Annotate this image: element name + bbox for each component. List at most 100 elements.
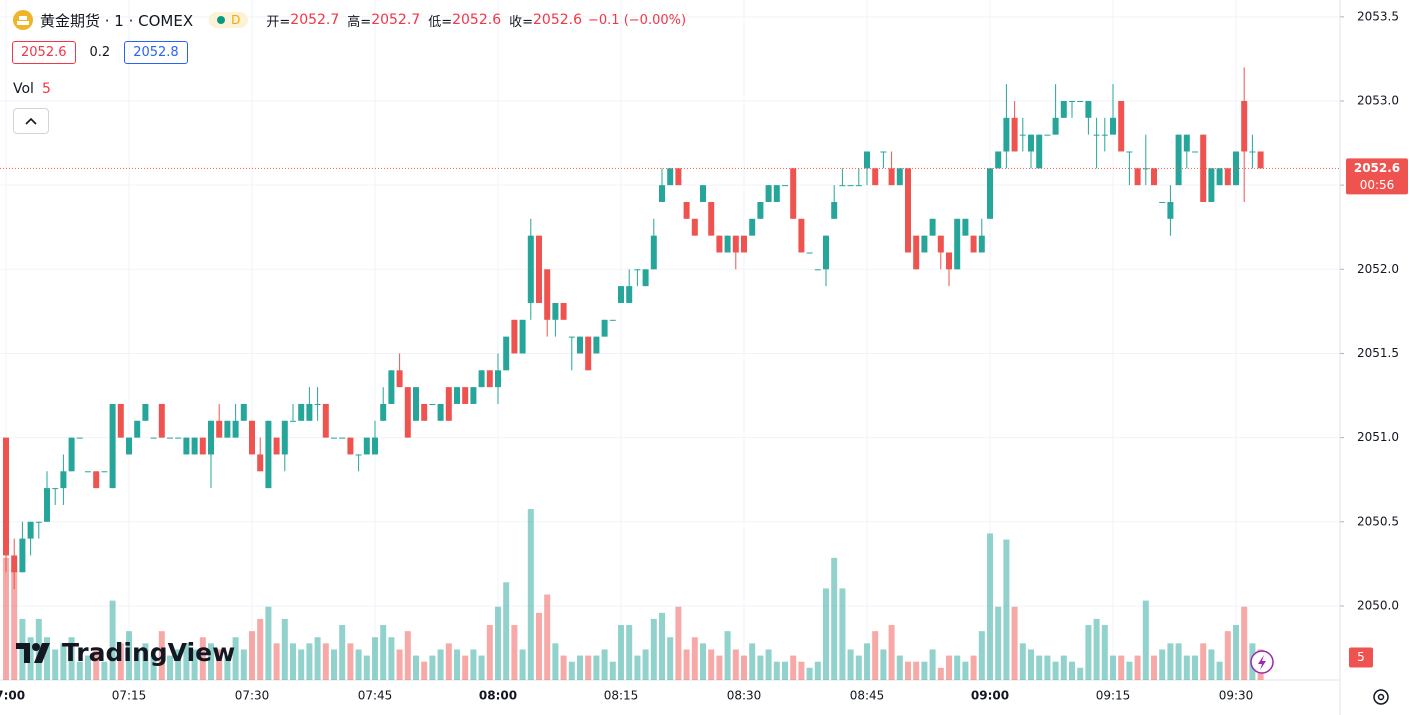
candle-body (388, 370, 395, 404)
candle-body (486, 370, 493, 388)
price-scale-bg (1340, 0, 1410, 715)
candle-body (35, 521, 42, 523)
candle-body (1126, 151, 1133, 153)
volume-bar (109, 600, 116, 680)
candle-body (503, 336, 510, 371)
y-tick-label: 2051.5 (1357, 346, 1399, 360)
candle-body (1167, 201, 1174, 219)
candle-body (150, 437, 157, 439)
volume-bar (331, 649, 337, 680)
y-tick-label: 2050.5 (1357, 514, 1399, 528)
candle-body (757, 201, 764, 219)
candle-body (191, 437, 198, 455)
candle-body (158, 403, 165, 438)
candle-body (478, 370, 485, 388)
collapse-button[interactable] (13, 108, 49, 134)
volume-bar (1110, 655, 1116, 680)
volume-bar (577, 655, 583, 680)
candle-body (1134, 168, 1141, 186)
volume-bar (1019, 643, 1026, 680)
candle-body (126, 437, 132, 455)
x-tick-label: 08:00 (479, 689, 517, 703)
chevron-icon (25, 117, 37, 125)
volume-bar (659, 612, 665, 680)
candle-body (568, 336, 575, 338)
volume-bar (85, 655, 91, 680)
candle-body (716, 235, 723, 253)
bid-button[interactable]: 2052.6 (12, 41, 76, 64)
volume-bar (675, 606, 682, 680)
candle-body (421, 403, 428, 421)
candle-body (675, 168, 682, 186)
volume-bar (404, 631, 411, 680)
x-tick-label: 07:30 (235, 689, 270, 703)
symbol[interactable]: 黄金期货 · 1 · COMEX (40, 11, 194, 30)
y-tick-label: 2053.0 (1357, 93, 1399, 107)
volume-bar (1167, 643, 1174, 680)
candle-body (831, 201, 838, 219)
candle-body (1257, 151, 1264, 169)
candle-body (609, 319, 616, 321)
candle-body (1118, 100, 1125, 152)
candle-body (109, 403, 116, 489)
volume-bar (1216, 661, 1223, 680)
volume-legend: Vol 5 (13, 81, 51, 97)
watermark-logo (16, 642, 50, 663)
volume-bar (683, 649, 690, 680)
candle-body (298, 403, 305, 421)
status-pill[interactable]: D (209, 12, 249, 28)
volume-bar (855, 655, 862, 680)
volume-badge-label: 5 (1357, 650, 1365, 664)
ask-button[interactable]: 2052.8 (124, 41, 188, 64)
candle-body (117, 403, 124, 438)
settings-icon[interactable] (1373, 689, 1389, 705)
volume-bar (519, 649, 526, 680)
x-tick-label: 08:30 (727, 689, 762, 703)
volume-bar (1028, 649, 1034, 680)
candle-body (1077, 100, 1084, 102)
volume-bar (1036, 655, 1043, 680)
volume-bar (1224, 631, 1231, 680)
volume-bar (462, 655, 469, 680)
candle-body (183, 437, 190, 455)
volume-label: Vol (13, 81, 34, 97)
candle-body (1069, 100, 1075, 102)
candle-body (626, 286, 633, 303)
volume-bar (814, 661, 821, 680)
candle-body (1241, 100, 1248, 152)
candle-body (1192, 151, 1198, 153)
countdown: 00:56 (1360, 178, 1395, 192)
candle-body (413, 387, 419, 421)
volume-bar (117, 643, 124, 680)
candle-body (1175, 134, 1182, 186)
volume-bar (929, 649, 936, 680)
volume-bar (429, 655, 436, 680)
x-tick-label: 08:45 (850, 689, 885, 703)
candle-body (290, 420, 296, 422)
candle-body (708, 201, 715, 236)
legend-label: 收= (509, 14, 534, 30)
x-tick-label: 09:30 (1219, 689, 1254, 703)
candle-body (306, 403, 313, 421)
candle-body (1101, 134, 1108, 136)
volume-bar (749, 643, 756, 680)
volume-bar (60, 643, 67, 680)
volume-bar (445, 643, 452, 680)
candle-body (372, 437, 378, 455)
candle-body (1028, 134, 1034, 152)
candle-body (19, 538, 26, 573)
volume-bar (650, 618, 657, 680)
legend-value: 2052.6 (533, 12, 583, 28)
change: −0.1 (−0.00%) (588, 12, 687, 28)
volume-badge (1349, 647, 1373, 668)
candle-body (232, 420, 239, 438)
volume-bar (1233, 625, 1239, 680)
candle-body (659, 185, 665, 202)
candle-body (11, 555, 18, 573)
volume-bar (626, 625, 633, 680)
x-tick-label: 07:00 (0, 689, 25, 703)
candle-body (331, 437, 337, 439)
spread: 0.2 (89, 45, 111, 60)
volume-bar (257, 618, 264, 680)
